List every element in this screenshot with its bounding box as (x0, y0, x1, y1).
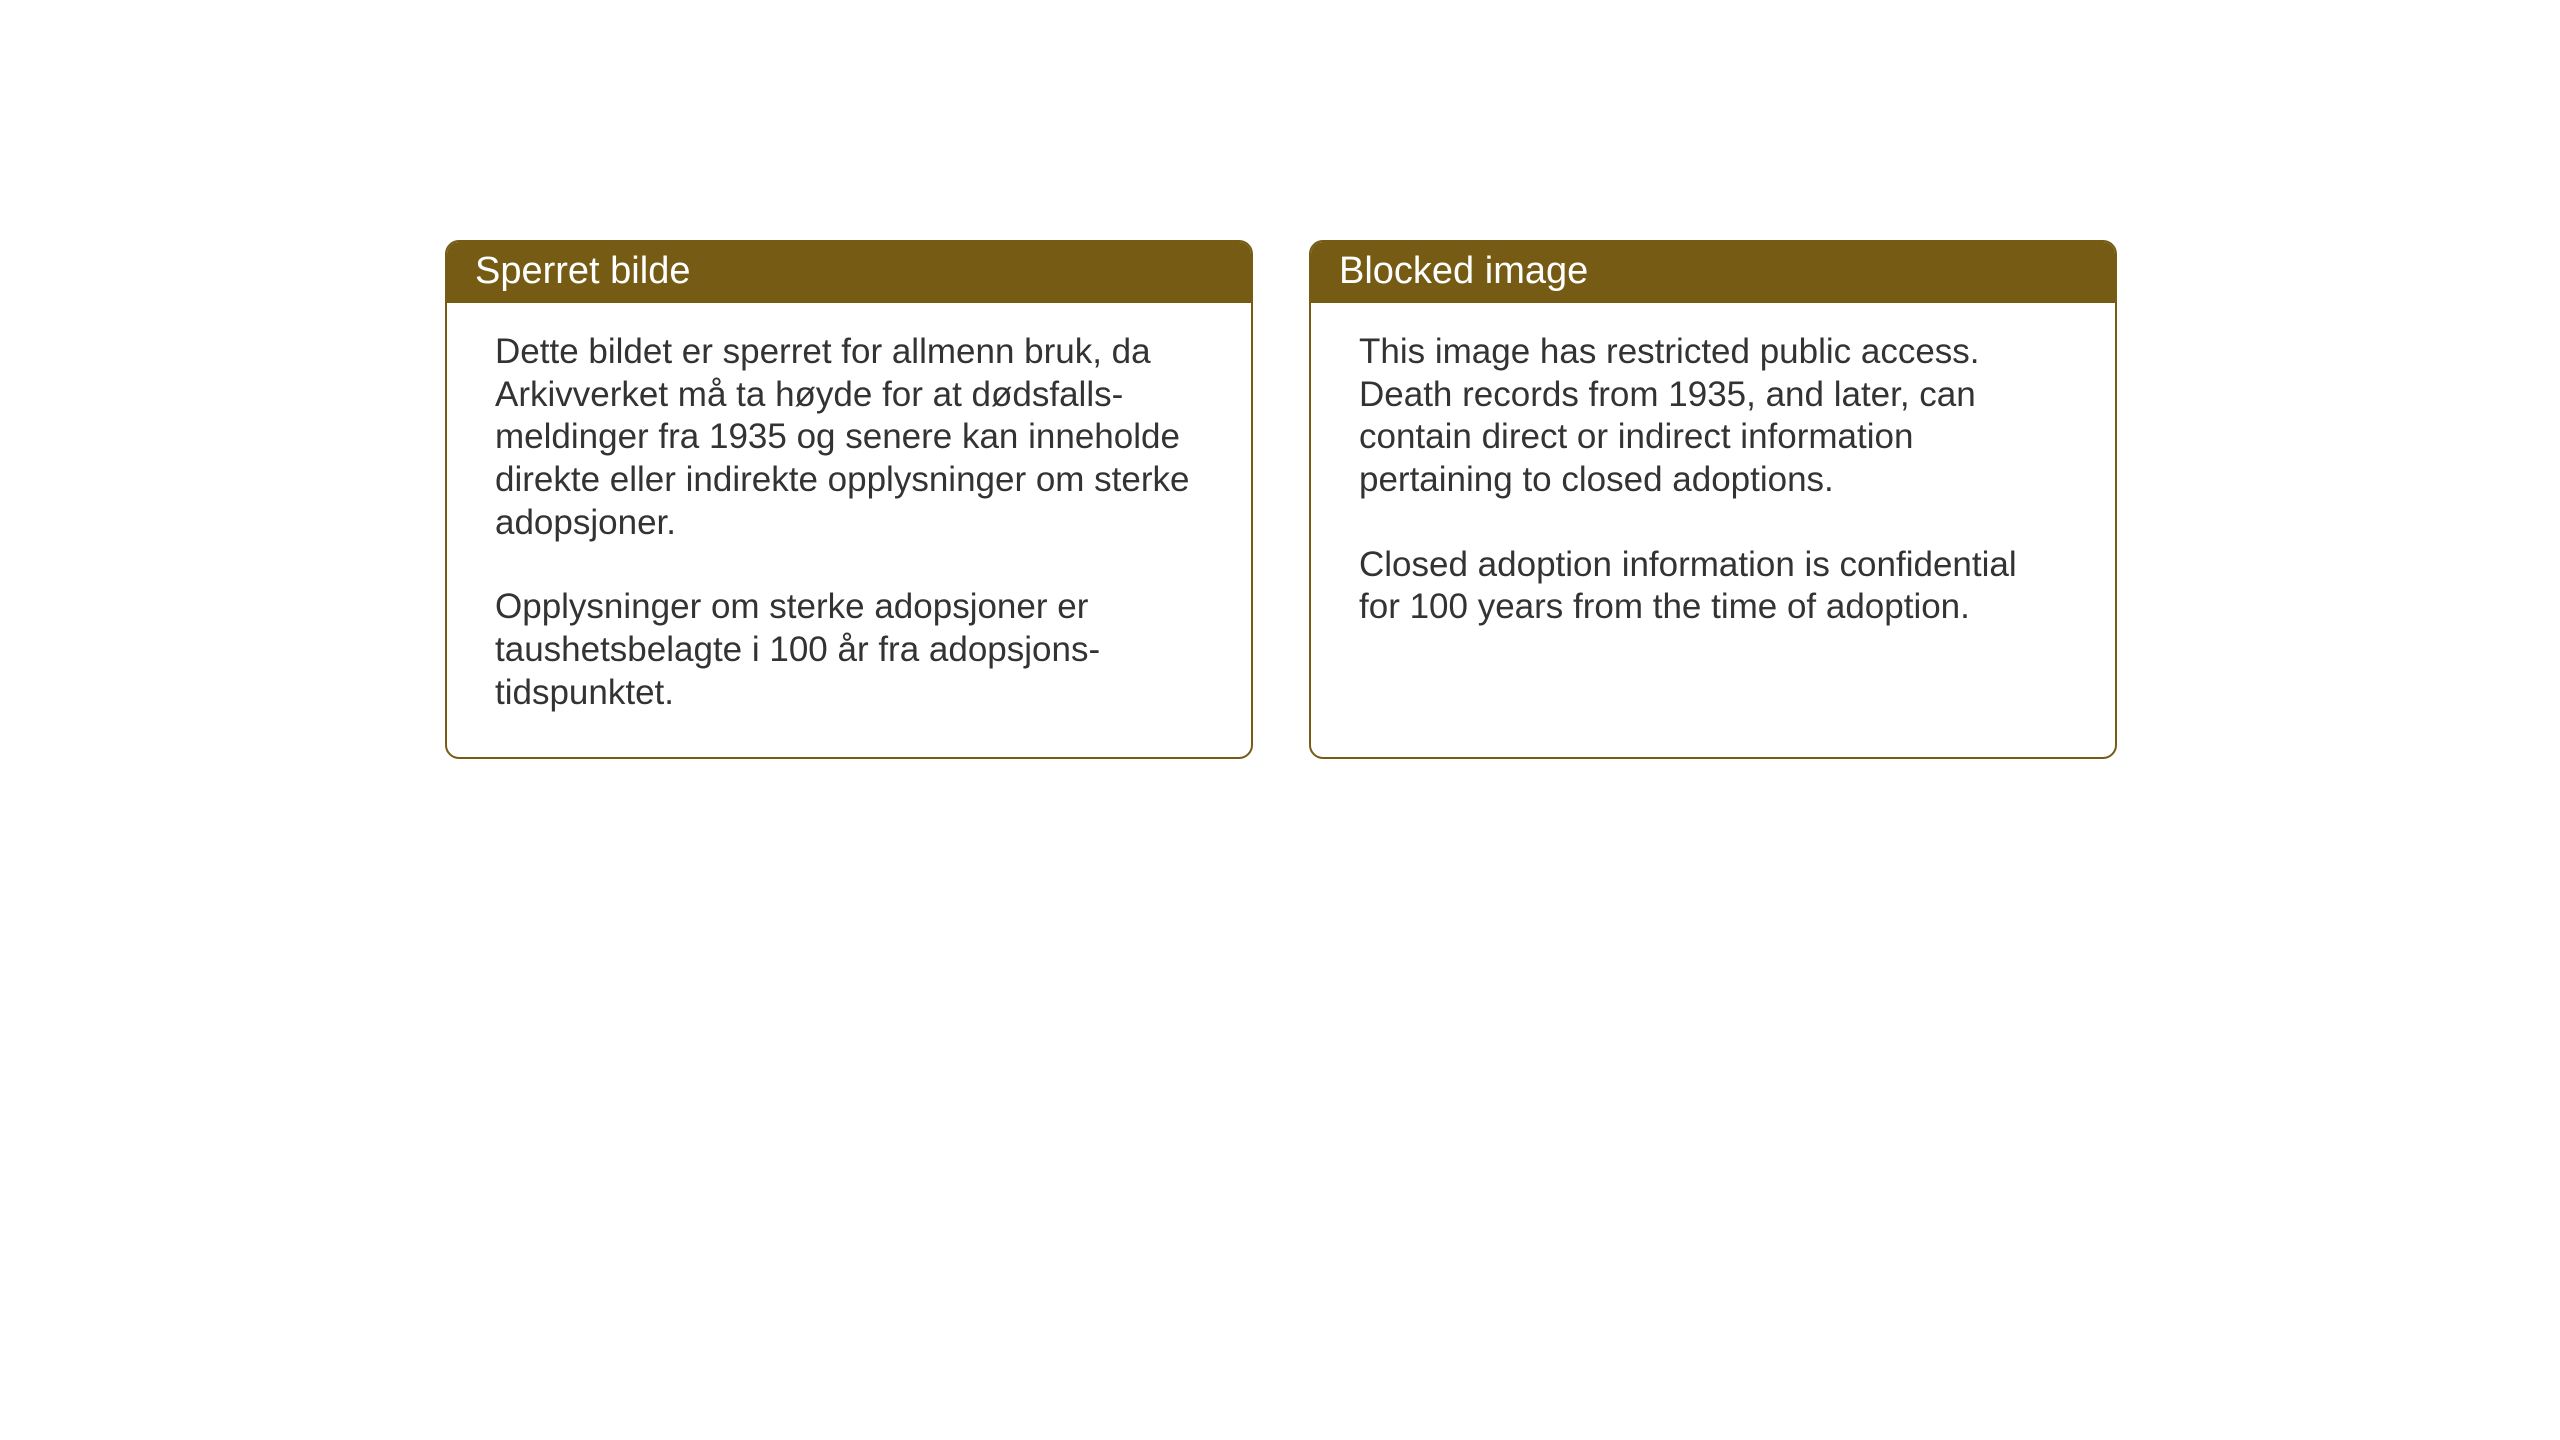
notice-card-norwegian: Sperret bilde Dette bildet er sperret fo… (445, 240, 1253, 759)
card-header-norwegian: Sperret bilde (447, 242, 1251, 303)
paragraph-text: Opplysninger om sterke adopsjoner er tau… (495, 586, 1203, 714)
paragraph-text: This image has restricted public access.… (1359, 331, 2067, 502)
card-body-norwegian: Dette bildet er sperret for allmenn bruk… (447, 303, 1251, 757)
notice-card-english: Blocked image This image has restricted … (1309, 240, 2117, 759)
paragraph-text: Dette bildet er sperret for allmenn bruk… (495, 331, 1203, 544)
notice-cards-container: Sperret bilde Dette bildet er sperret fo… (445, 240, 2560, 759)
paragraph-text: Closed adoption information is confident… (1359, 544, 2067, 629)
card-body-english: This image has restricted public access.… (1311, 303, 2115, 671)
card-header-english: Blocked image (1311, 242, 2115, 303)
